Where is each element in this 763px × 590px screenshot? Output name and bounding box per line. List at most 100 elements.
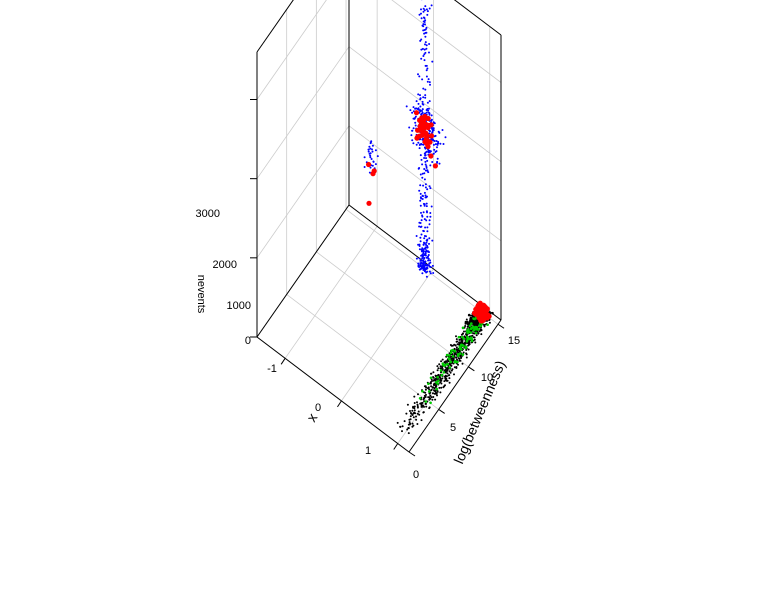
data-point-blue (428, 100, 431, 103)
data-point-blue (422, 211, 425, 214)
data-point-red (428, 153, 434, 159)
data-point-black (403, 420, 406, 423)
data-point-blue (426, 230, 429, 233)
data-point-black (441, 358, 444, 361)
data-point-black (428, 388, 431, 391)
data-point-blue (428, 43, 431, 45)
box-edge (256, 336, 410, 453)
data-point-black (449, 344, 452, 346)
grid-line (256, 46, 350, 179)
data-point-blue (432, 272, 435, 274)
data-point-blue (422, 243, 425, 246)
data-point-green (474, 331, 478, 335)
data-point-blue (425, 157, 427, 160)
data-point-black (438, 363, 441, 366)
data-point-black (438, 376, 441, 379)
data-point-green (467, 337, 471, 341)
data-point-black (436, 390, 439, 393)
data-point-blue (428, 149, 431, 152)
data-point-blue (368, 171, 371, 174)
data-point-blue (423, 218, 426, 221)
data-point-black (447, 374, 450, 377)
data-point-black (447, 360, 450, 363)
data-point-blue (431, 161, 434, 163)
data-point-black (423, 405, 425, 408)
data-point-green (436, 382, 440, 385)
data-point-blue (423, 172, 426, 175)
data-point-blue (426, 159, 429, 162)
data-point-black (409, 415, 412, 418)
data-point-blue (423, 21, 426, 23)
data-point-blue (423, 48, 426, 51)
data-point-blue (422, 10, 425, 13)
data-point-red (418, 120, 424, 126)
data-point-black (435, 392, 438, 395)
data-point-green (440, 373, 444, 377)
data-point-blue (417, 243, 420, 246)
data-point-red (420, 124, 426, 130)
data-point-blue (420, 113, 423, 116)
data-point-blue (421, 24, 424, 27)
data-point-blue (424, 88, 427, 91)
data-point-blue (428, 51, 430, 54)
data-point-blue (424, 154, 427, 157)
data-point-black (472, 319, 475, 323)
data-point-green (429, 376, 433, 380)
data-point-blue (413, 117, 416, 120)
data-point-blue (419, 240, 422, 243)
data-point-blue (424, 41, 427, 44)
data-point-blue (419, 192, 422, 195)
x-tick-label: -1 (267, 363, 277, 375)
data-point-blue (439, 142, 442, 145)
data-point-black (434, 390, 437, 393)
data-point-blue (418, 189, 421, 192)
data-point-black (438, 386, 441, 389)
data-point-blue (428, 219, 431, 222)
data-point-black (432, 376, 435, 379)
data-point-blue (424, 250, 427, 253)
data-point-blue (374, 149, 377, 152)
data-point-blue (424, 23, 426, 26)
data-point-black (413, 402, 416, 404)
data-point-blue (417, 265, 420, 268)
data-point-blue (422, 87, 425, 90)
data-point-blue (414, 107, 417, 110)
data-point-black (440, 382, 443, 385)
data-point-black (483, 323, 486, 326)
data-point-black (410, 412, 413, 415)
data-point-blue (421, 163, 424, 166)
data-point-blue (419, 105, 422, 108)
data-point-blue (430, 4, 433, 7)
data-point-blue (419, 173, 422, 176)
data-point-black (483, 325, 486, 328)
data-point-black (444, 371, 447, 374)
data-point-blue (424, 94, 427, 97)
betweenness-tick-label: 10 (481, 372, 493, 384)
data-point-green (448, 354, 451, 357)
data-point-blue (425, 69, 428, 72)
data-point-blue (425, 165, 428, 168)
data-point-black (411, 422, 414, 425)
data-point-black (437, 367, 440, 370)
betweenness-tick-label: 0 (413, 469, 419, 481)
nevents-axis-title: nevents (195, 275, 207, 314)
data-point-red (366, 200, 372, 206)
data-point-red (413, 110, 420, 116)
data-point-black (416, 403, 419, 406)
data-point-black (413, 409, 416, 412)
data-point-black (413, 407, 416, 410)
grid-line (284, 226, 378, 359)
data-point-red (480, 302, 487, 308)
data-point-blue (417, 262, 420, 265)
data-point-green (461, 353, 465, 356)
data-point-blue (367, 150, 370, 153)
data-point-blue (420, 48, 423, 51)
data-point-black (451, 368, 454, 371)
data-point-black (453, 373, 455, 376)
data-point-red (478, 310, 485, 316)
data-point-black (467, 313, 471, 317)
data-point-black (428, 392, 431, 395)
data-point-black (407, 432, 410, 435)
data-point-black (423, 385, 426, 388)
data-point-blue (429, 259, 431, 262)
